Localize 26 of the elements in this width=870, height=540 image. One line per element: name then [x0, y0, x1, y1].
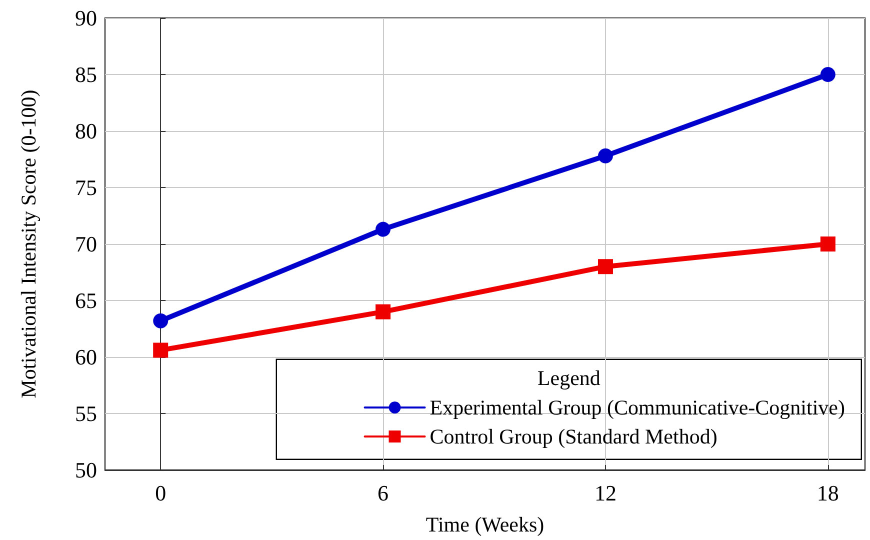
point [153, 342, 168, 358]
point [376, 222, 391, 237]
y-tick-label: 90 [75, 6, 97, 30]
legend-label: Control Group (Standard Method) [430, 424, 718, 448]
point [598, 148, 613, 164]
x-tick-label: 6 [378, 480, 389, 506]
y-tick-label: 80 [75, 118, 97, 144]
y-axis-title: Motivational Intensity Score (0-100) [16, 90, 40, 398]
x-tick-label: 12 [594, 480, 616, 506]
point [820, 236, 836, 252]
y-tick-label: 55 [75, 401, 97, 426]
x-tick-label: 18 [816, 480, 839, 506]
y-tick-label: 65 [75, 288, 97, 313]
legend-label: Experimental Group (Communicative-Cognitive) [430, 396, 846, 420]
x-tick-label: 0 [155, 480, 166, 506]
point [598, 259, 613, 274]
y-tick-label: 60 [75, 344, 97, 370]
legend-title: Legend [537, 366, 601, 390]
x-axis-title: Time (Weeks) [426, 512, 544, 536]
y-tick-label: 85 [75, 62, 97, 87]
y-tick-label: 70 [75, 232, 97, 256]
y-tick-label: 50 [75, 458, 97, 482]
point [153, 313, 168, 328]
point [376, 304, 391, 320]
point [820, 67, 836, 82]
y-tick-label: 75 [75, 175, 97, 200]
